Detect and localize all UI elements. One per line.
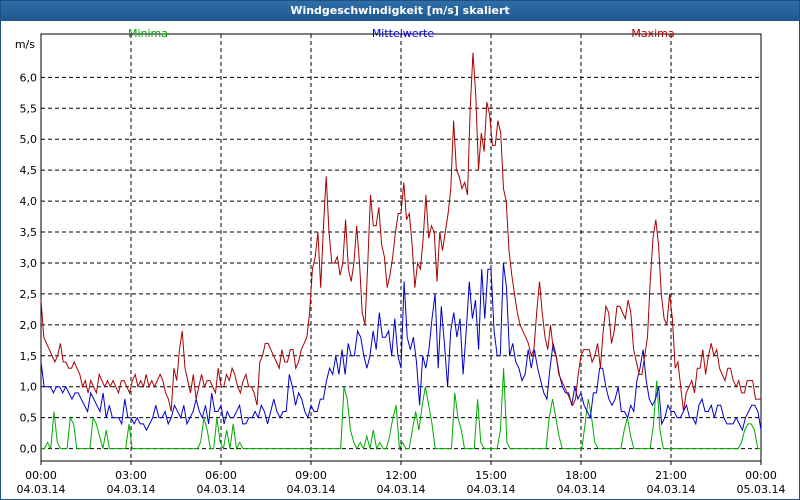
window-title: Windgeschwindigkeit [m/s] skaliert [1, 1, 799, 21]
y-tick-label: 3,0 [20, 257, 38, 270]
x-tick-time: 18:00 [565, 469, 597, 482]
series-line-mittelwerte [40, 262, 762, 432]
x-tick-date: 04.03.14 [377, 483, 426, 496]
x-tick-time: 21:00 [655, 469, 687, 482]
x-tick-date: 04.03.14 [197, 483, 246, 496]
x-tick-time: 06:00 [205, 469, 237, 482]
y-tick-label: 5,5 [20, 102, 38, 115]
legend-entry-mittelwerte: Mittelwerte [372, 27, 435, 40]
y-tick-label: 2,5 [20, 288, 38, 301]
y-tick-label: 1,5 [20, 350, 38, 363]
line-chart: 0,0 0,5 1,0 1,5 2,0 2,5 3,0 3,5 4,0 4,5 5,0 5,5 6,0 m… [15, 27, 786, 496]
x-tick-time: 00:00 [745, 469, 777, 482]
series-line-minima [41, 368, 761, 451]
y-tick-label: 0,0 [20, 443, 38, 456]
x-tick-time: 12:00 [385, 469, 417, 482]
x-tick-time: 00:00 [25, 469, 57, 482]
y-tick-label: 3,5 [20, 226, 38, 239]
x-tick-time: 09:00 [295, 469, 327, 482]
x-tick-time: 15:00 [475, 469, 507, 482]
x-tick-date: 04.03.14 [17, 483, 66, 496]
legend-entry-minima: Minima [128, 27, 168, 40]
y-tick-label: 5,0 [20, 133, 38, 146]
y-tick-label: 4,0 [20, 195, 38, 208]
x-tick-date: 04.03.14 [287, 483, 336, 496]
y-tick-label: 4,5 [20, 164, 38, 177]
legend-entry-maxima: Maxima [631, 27, 674, 40]
series-line-maxima [40, 52, 761, 412]
x-tick-date: 04.03.14 [557, 483, 606, 496]
x-tick-date: 04.03.14 [107, 483, 156, 496]
y-tick-label: 6,0 [20, 71, 38, 84]
x-tick-date: 04.03.14 [467, 483, 516, 496]
y-tick-label: 2,0 [20, 319, 38, 332]
x-tick-time: 03:00 [115, 469, 147, 482]
x-tick-date: 04.03.14 [647, 483, 696, 496]
y-tick-label: 0,5 [20, 412, 38, 425]
y-tick-label: 1,0 [20, 381, 38, 394]
y-axis-label: m/s [15, 38, 35, 51]
x-tick-date: 05.03.14 [737, 483, 786, 496]
